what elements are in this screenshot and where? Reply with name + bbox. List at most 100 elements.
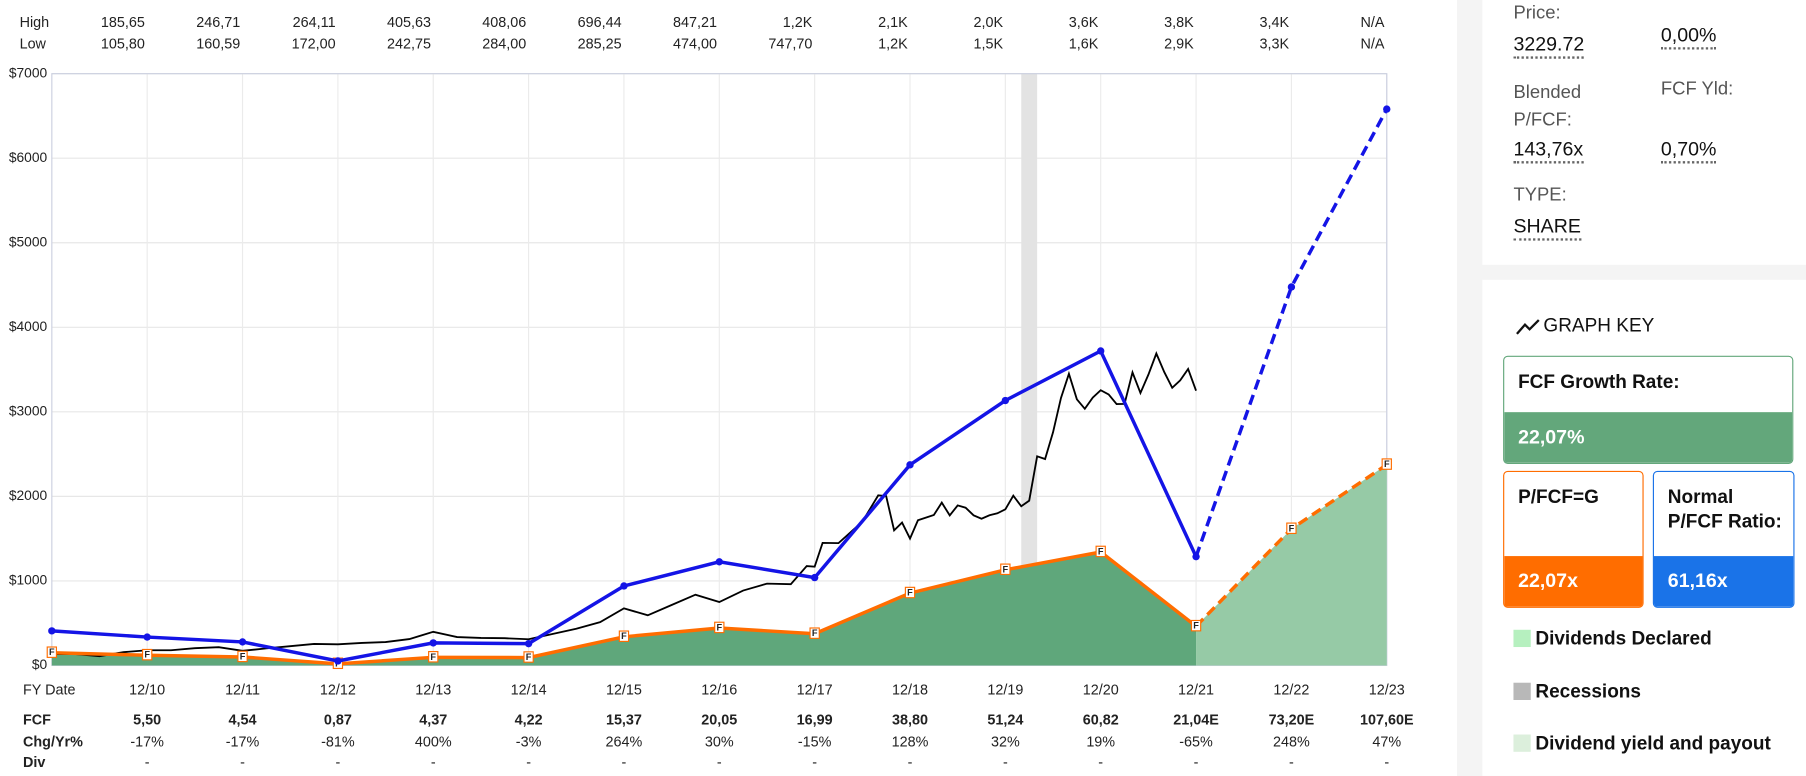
point: [429, 639, 437, 647]
key-label: FCF Growth Rate:: [1518, 371, 1680, 393]
table-cell: 284,00: [482, 37, 526, 53]
blended[interactable]: 143,76x: [1513, 138, 1584, 164]
x-tick-label: 12/18: [892, 683, 928, 699]
table-cell: 248%: [1273, 734, 1310, 750]
table-cell: 1,2K: [783, 15, 813, 31]
f-marker-label: F: [49, 647, 55, 657]
key-title: GRAPH KEY: [1543, 315, 1655, 337]
table-cell: -3%: [516, 734, 542, 750]
row-label: Low: [20, 37, 47, 53]
key-label: Normal P/FCF Ratio:: [1667, 486, 1782, 532]
f-marker: F: [142, 648, 153, 661]
y-tick-label: $5000: [9, 233, 48, 249]
f-marker: F: [904, 586, 916, 599]
table-cell: -17%: [226, 734, 260, 750]
x-tick-label: 12/13: [415, 683, 451, 699]
table-cell: 16,99: [797, 713, 833, 729]
table-cell: 107,60E: [1360, 713, 1414, 729]
point: [810, 573, 819, 582]
f-marker-box: [1190, 619, 1202, 632]
series-line-estimate: [1194, 108, 1389, 558]
table-cell: 3,8K: [1164, 15, 1194, 31]
point: [620, 582, 628, 590]
table-cell: -: [717, 755, 722, 771]
table-cell: -: [145, 755, 150, 771]
f-marker-box: [46, 646, 58, 658]
table-cell: -: [622, 755, 627, 771]
table-cell: 51,24: [987, 713, 1023, 729]
y-tick-label: $3000: [9, 402, 48, 418]
point: [524, 639, 533, 648]
x-tick-label: 12/17: [797, 683, 833, 699]
table-cell: -: [1098, 755, 1103, 771]
f-marker: F: [237, 650, 248, 663]
x-tick-label: 12/10: [129, 683, 165, 699]
quote-card: [1482, 0, 1806, 265]
table-cell: 264,11: [293, 15, 336, 31]
y-tick-label: $6000: [9, 149, 48, 165]
x-tick-label: 12/20: [1083, 683, 1119, 699]
legend-swatch: [1513, 734, 1531, 752]
price[interactable]: 3229.72: [1513, 33, 1585, 59]
legend-swatch: [1513, 682, 1531, 700]
type-label: TYPE:: [1513, 185, 1567, 205]
table-cell: 2,0K: [973, 15, 1003, 31]
f-marker: F: [809, 627, 820, 639]
table-cell: 2,1K: [878, 15, 908, 31]
table-cell: 4,37: [419, 713, 447, 729]
f-marker-box: [714, 621, 725, 634]
table-cell: 474,00: [673, 37, 717, 53]
table-cell: -: [431, 755, 436, 771]
legend-item: Dividends Declared: [1513, 629, 1712, 651]
table-cell: 405,63: [387, 15, 431, 31]
legend-label: Dividend yield and payout: [1535, 733, 1771, 755]
table-cell: -: [812, 755, 817, 771]
table-cell: 0,87: [324, 713, 352, 729]
key-box: Normal P/FCF Ratio: 61,16x: [1652, 470, 1795, 608]
table-cell: -: [526, 755, 531, 771]
table-cell: 4,22: [515, 713, 543, 729]
f-marker-label: F: [1384, 459, 1390, 469]
f-marker-box: [142, 648, 153, 661]
f-marker-box: [1286, 522, 1297, 535]
f-marker-box: [1381, 458, 1392, 470]
f-marker-box: [1000, 563, 1011, 576]
f-marker-label: F: [1003, 564, 1009, 574]
table-cell: -: [240, 755, 245, 771]
change[interactable]: 0,00%: [1660, 24, 1717, 50]
table-cell: 19%: [1086, 734, 1115, 750]
point: [1001, 396, 1010, 405]
f-marker-label: F: [240, 651, 246, 661]
x-axis-label: FY Date: [23, 683, 75, 699]
f-marker: F: [1286, 522, 1297, 535]
point: [1097, 347, 1105, 355]
table-cell: 285,25: [578, 37, 622, 53]
key-icon: [1516, 319, 1540, 335]
table-cell: 408,06: [482, 15, 526, 31]
table-cell: -: [335, 755, 340, 771]
table-cell: 38,80: [892, 713, 928, 729]
x-tick-label: 12/19: [987, 683, 1023, 699]
y-tick-label: $0: [32, 656, 48, 672]
f-marker-label: F: [1098, 546, 1104, 556]
f-marker-box: [809, 627, 820, 639]
key-value: 61,16x: [1653, 556, 1794, 607]
table-cell: 185,65: [101, 15, 145, 31]
type[interactable]: SHARE: [1513, 215, 1581, 241]
table-cell: 32%: [991, 734, 1020, 750]
table-cell: 60,82: [1083, 713, 1119, 729]
f-marker-label: F: [526, 652, 532, 662]
table-cell: N/A: [1360, 15, 1384, 31]
point: [1287, 283, 1296, 291]
table-cell: 128%: [892, 734, 929, 750]
table-cell: 242,75: [387, 37, 431, 53]
table-cell: -: [1289, 755, 1294, 771]
key-value: 22,07%: [1504, 412, 1793, 463]
y-tick-label: $7000: [9, 64, 48, 80]
yield[interactable]: 0,70%: [1660, 138, 1717, 164]
table-cell: 1,2K: [878, 37, 908, 53]
recession-band: [1021, 73, 1038, 666]
point: [334, 657, 342, 665]
f-marker: F: [1000, 563, 1011, 576]
